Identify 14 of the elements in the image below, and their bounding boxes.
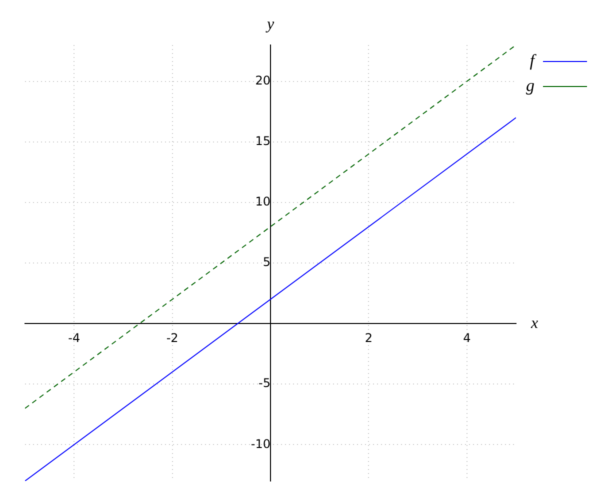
y-tick-label: -5: [258, 376, 270, 390]
legend-label: f: [530, 50, 537, 70]
y-tick-label: 15: [255, 134, 270, 148]
legend-label: g: [526, 76, 534, 95]
x-axis-title: x: [530, 314, 538, 332]
x-tick-label: 2: [364, 330, 373, 345]
y-tick-label: 5: [262, 255, 270, 270]
x-tick-label: -4: [68, 330, 80, 345]
y-tick-label: -10: [250, 436, 270, 451]
y-tick-label: 10: [255, 194, 270, 209]
y-axis-title: y: [264, 16, 275, 34]
y-tick-label: 20: [255, 73, 270, 88]
x-tick-label: 4: [463, 330, 471, 345]
x-tick-label: -2: [166, 330, 178, 345]
